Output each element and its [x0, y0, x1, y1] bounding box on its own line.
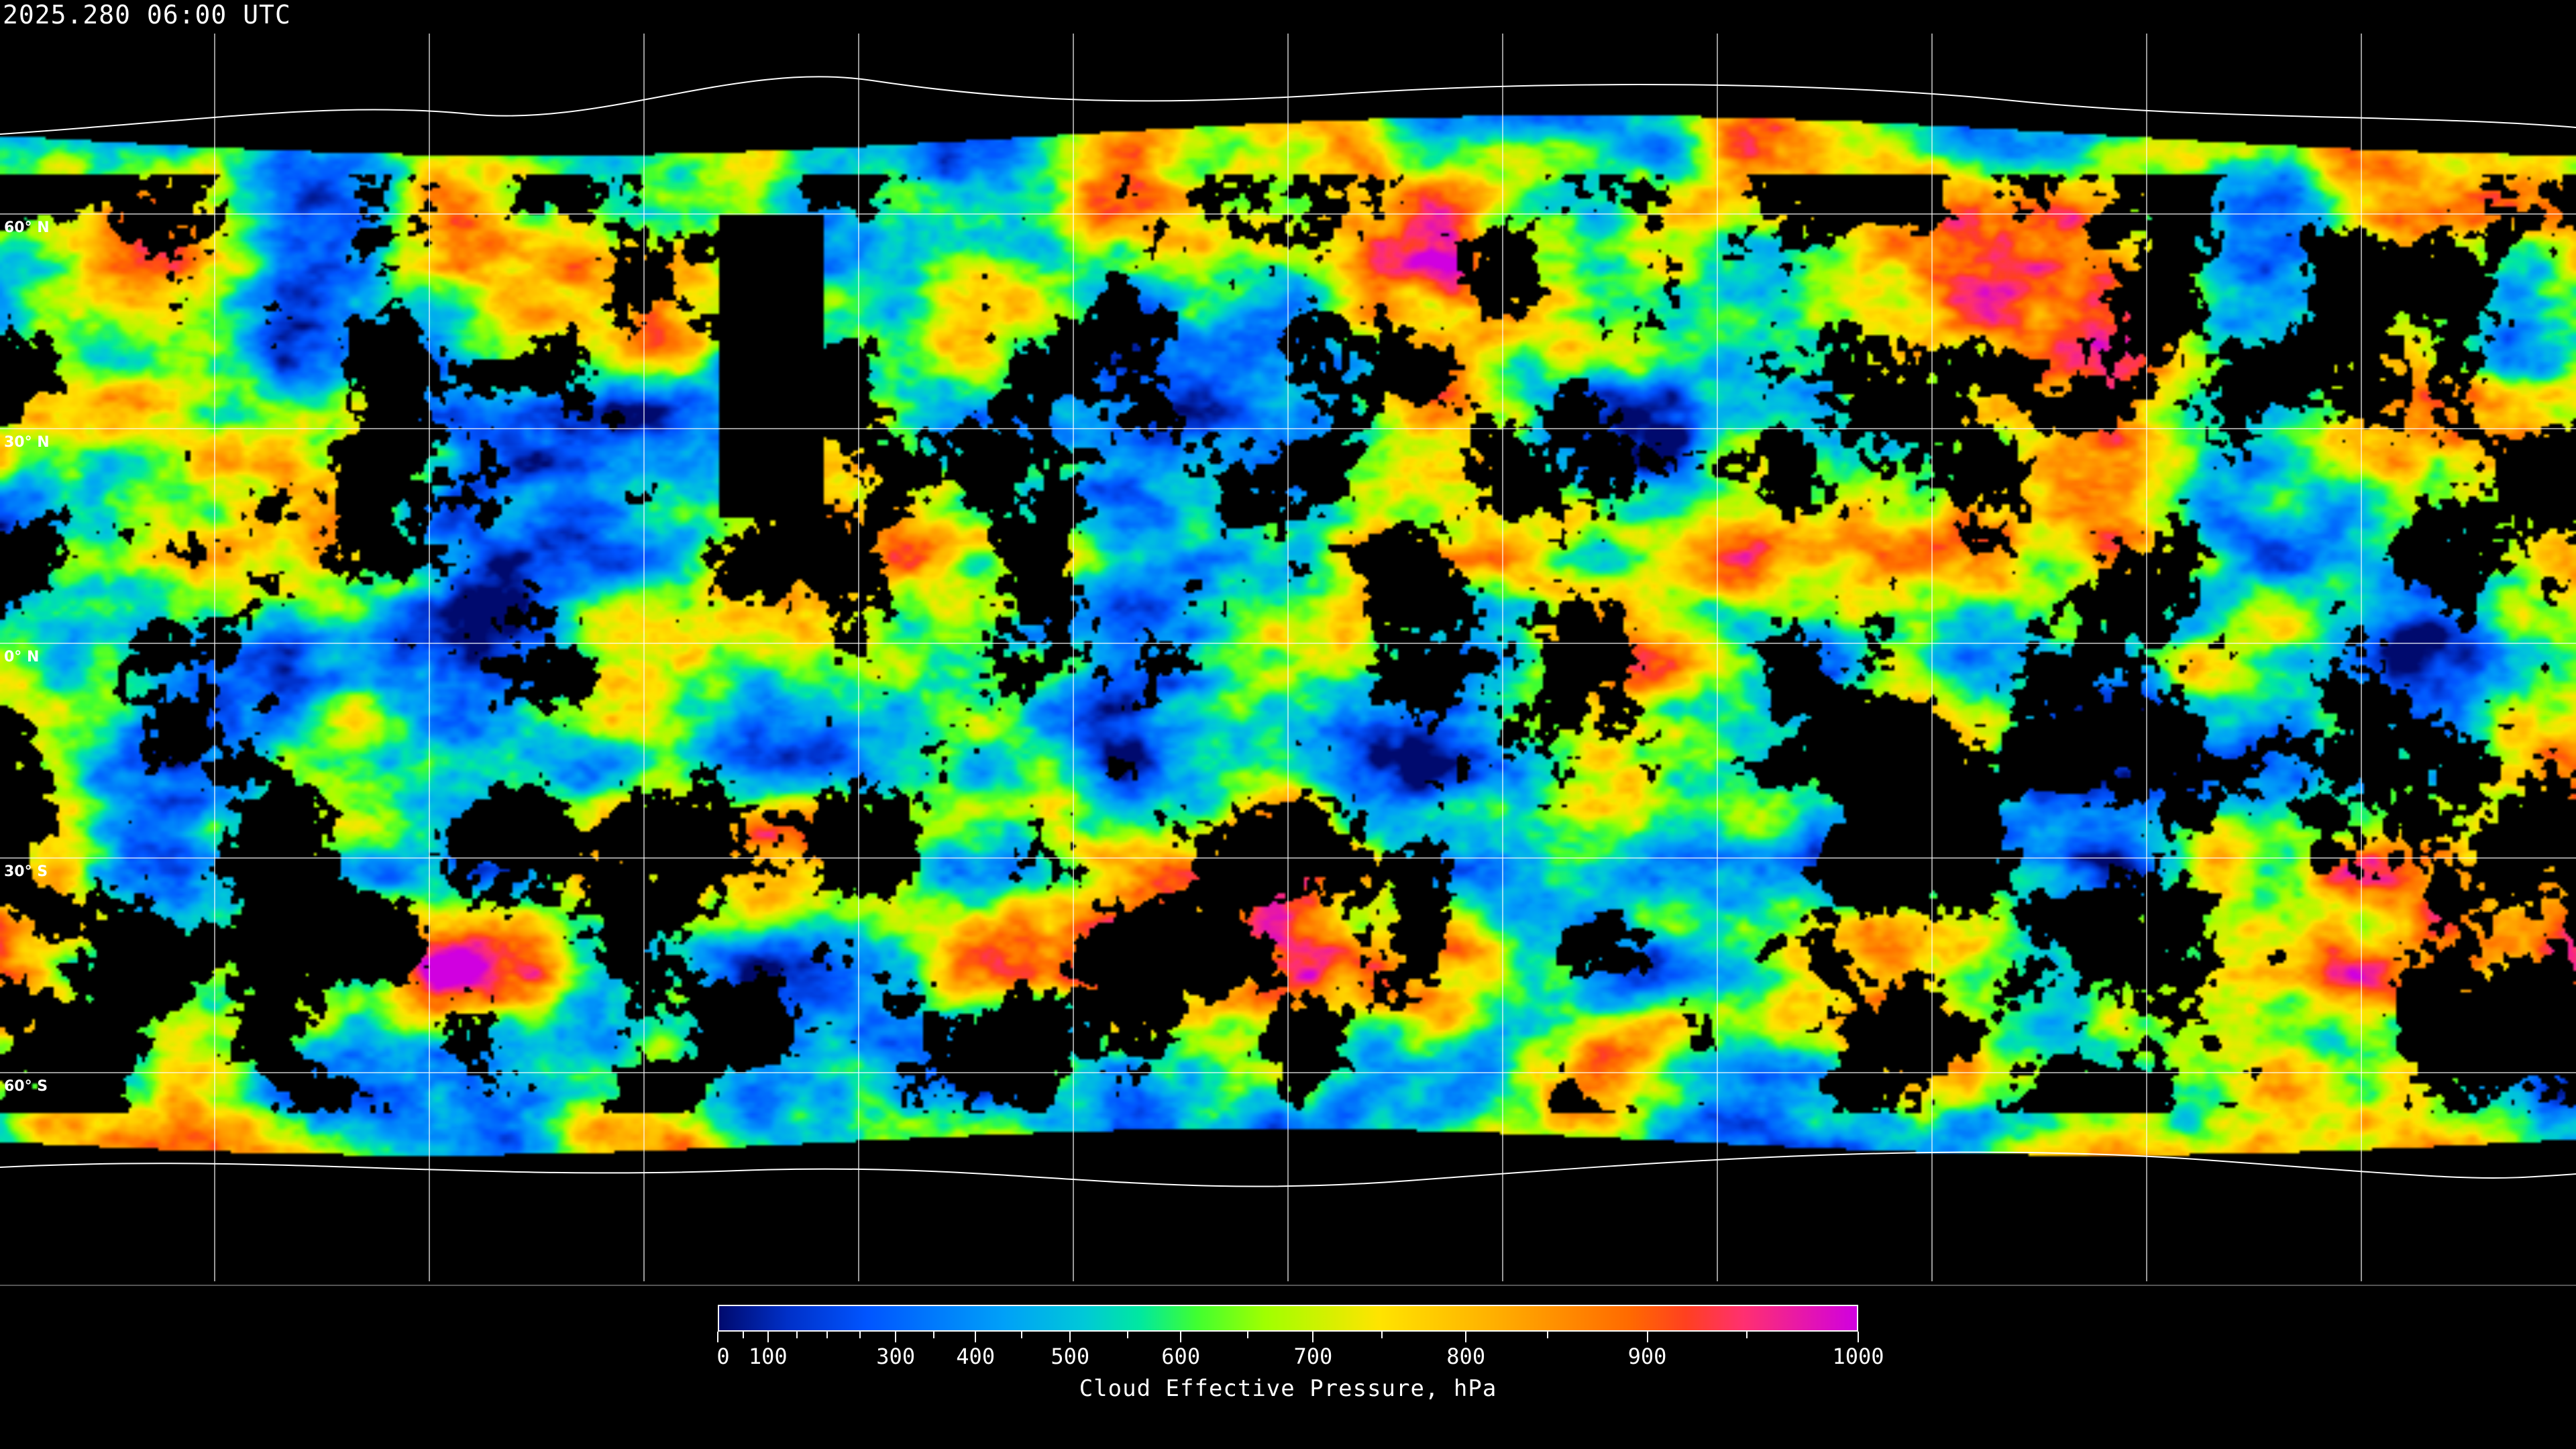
colorbar-minor-tick — [743, 1332, 745, 1338]
colorbar-tick-label: 100 — [748, 1344, 788, 1369]
colorbar-major-tick — [1646, 1332, 1648, 1342]
colorbar-tick-label: 900 — [1627, 1344, 1667, 1369]
colorbar-tick-label: 700 — [1293, 1344, 1333, 1369]
antarctica-coastline — [0, 1151, 2576, 1187]
colorbar-minor-tick — [796, 1332, 798, 1338]
colorbar — [718, 1305, 1858, 1332]
colorbar-major-tick — [717, 1332, 718, 1342]
colorbar-minor-tick — [1546, 1332, 1548, 1338]
colorbar-major-tick — [1465, 1332, 1467, 1342]
colorbar-ticks: 0 100 300 400 500 600 700 800 900 1000 — [716, 1332, 1884, 1385]
colorbar-tick-label: 1000 — [1832, 1344, 1884, 1369]
colorbar-minor-tick — [1021, 1332, 1023, 1338]
colorbar-minor-tick — [1127, 1332, 1129, 1338]
colorbar-tick-label: 0 — [716, 1344, 730, 1369]
colorbar-major-tick — [767, 1332, 769, 1342]
colorbar-tick-label: 400 — [956, 1344, 996, 1369]
colorbar-minor-tick — [1746, 1332, 1748, 1338]
timestamp-title: 2025.280 06:00 UTC — [3, 0, 291, 30]
colorbar-minor-tick — [933, 1332, 935, 1338]
colorbar-major-tick — [1312, 1332, 1314, 1342]
map-border — [0, 1285, 2576, 1286]
latitude-label: 30° N — [4, 434, 50, 451]
colorbar-minor-tick — [826, 1332, 828, 1338]
graticule — [0, 34, 2576, 1281]
latitude-label: 60° N — [4, 219, 50, 236]
colorbar-label: Cloud Effective Pressure, hPa — [1079, 1375, 1497, 1402]
colorbar-tick-label: 800 — [1446, 1344, 1486, 1369]
latitude-label: 30° S — [4, 863, 48, 880]
latitude-label: 60° S — [4, 1078, 48, 1095]
colorbar-tick-label: 600 — [1161, 1344, 1201, 1369]
colorbar-minor-tick — [859, 1332, 861, 1338]
colorbar-major-tick — [1180, 1332, 1182, 1342]
colorbar-major-tick — [895, 1332, 897, 1342]
colorbar-minor-tick — [1246, 1332, 1248, 1338]
colorbar-major-tick — [1069, 1332, 1071, 1342]
latitude-label: 0° N — [4, 649, 40, 665]
colorbar-tick-label: 300 — [876, 1344, 916, 1369]
arctic-coastline — [0, 76, 2576, 135]
colorbar-major-tick — [1858, 1332, 1859, 1342]
colorbar-major-tick — [975, 1332, 977, 1342]
colorbar-minor-tick — [1381, 1332, 1383, 1338]
colorbar-tick-label: 500 — [1051, 1344, 1090, 1369]
